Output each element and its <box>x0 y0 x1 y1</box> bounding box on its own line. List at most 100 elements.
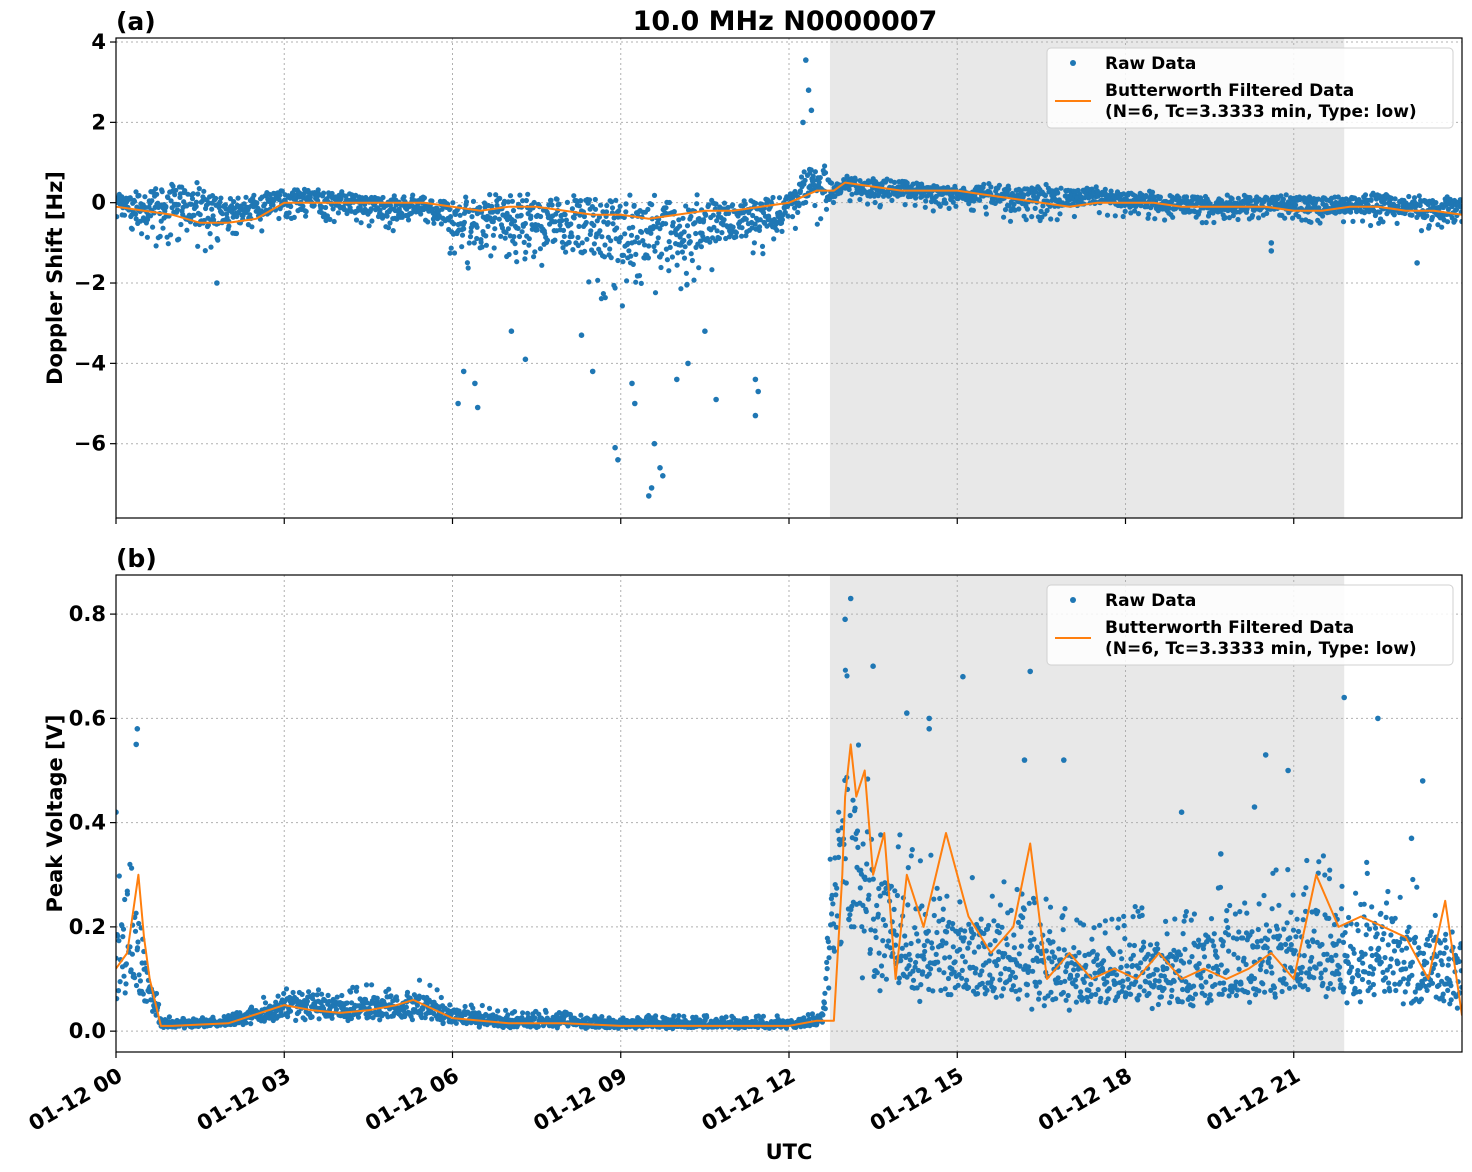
raw-data-point <box>1217 884 1224 890</box>
raw-data-point <box>140 991 146 997</box>
raw-data-point <box>623 209 629 215</box>
raw-data-point <box>1002 207 1009 213</box>
raw-data-point <box>710 212 716 218</box>
raw-data-point <box>566 239 572 246</box>
raw-data-point <box>429 198 435 204</box>
raw-data-point <box>1212 948 1219 954</box>
raw-data-point <box>528 213 534 219</box>
raw-data-point <box>563 249 569 255</box>
raw-data-point <box>826 985 832 991</box>
raw-data-point <box>543 1009 549 1015</box>
raw-data-point <box>1242 900 1248 906</box>
raw-data-point <box>945 975 952 982</box>
raw-data-point <box>633 251 639 257</box>
raw-data-point <box>689 257 696 264</box>
raw-data-point <box>363 982 370 988</box>
raw-data-point <box>387 220 393 226</box>
raw-data-point <box>924 938 931 944</box>
raw-data-point <box>1261 892 1267 899</box>
raw-data-point <box>688 213 694 220</box>
raw-data-point <box>937 895 943 902</box>
raw-data-point <box>1225 925 1231 931</box>
raw-data-point <box>384 213 390 219</box>
raw-data-point <box>1235 195 1241 201</box>
raw-data-point <box>492 215 498 221</box>
raw-data-point <box>539 262 545 268</box>
raw-data-point <box>641 242 648 248</box>
raw-data-point <box>997 977 1003 983</box>
raw-data-point <box>750 212 756 219</box>
raw-data-point <box>136 972 142 978</box>
raw-data-point <box>1085 999 1091 1005</box>
raw-data-point <box>912 202 918 208</box>
raw-data-point <box>517 192 523 198</box>
raw-data-point <box>1266 955 1272 961</box>
panel-a: 420−2−4−6(a)Doppler Shift [Hz]Raw DataBu… <box>43 7 1463 524</box>
panel-b: 01-12 00 01-12 03 01-12 06 01-12 09 01-12 12… <box>25 544 1463 1136</box>
raw-data-point <box>964 977 970 983</box>
raw-data-point <box>1257 967 1263 973</box>
raw-data-point <box>865 201 871 207</box>
raw-data-point <box>694 192 700 198</box>
raw-data-point <box>876 885 882 892</box>
raw-data-point <box>142 194 148 200</box>
raw-data-point <box>950 199 956 205</box>
raw-data-point <box>825 939 831 945</box>
raw-data-point <box>291 214 297 220</box>
raw-data-point <box>213 195 219 201</box>
raw-data-point <box>1089 992 1095 998</box>
raw-data-point <box>883 976 890 982</box>
raw-data-point <box>521 239 527 245</box>
raw-data-point <box>1006 186 1012 192</box>
raw-data-point <box>1056 946 1062 952</box>
raw-data-point <box>1008 907 1014 914</box>
raw-data-point <box>207 231 213 237</box>
raw-data-point <box>752 1018 759 1024</box>
raw-data-point <box>1264 945 1270 951</box>
raw-data-point <box>279 188 285 194</box>
raw-data-point <box>694 201 700 207</box>
raw-data-point <box>1211 931 1217 937</box>
raw-data-point <box>1395 203 1401 209</box>
raw-data-point <box>133 211 139 217</box>
raw-data-point <box>1236 966 1242 972</box>
raw-data-point <box>575 234 581 241</box>
raw-data-point <box>506 251 512 258</box>
raw-data-point <box>627 192 633 198</box>
raw-data-point <box>116 938 122 944</box>
raw-data-point <box>511 218 518 224</box>
raw-data-point <box>1249 929 1255 935</box>
raw-data-point <box>1060 927 1066 933</box>
raw-data-point <box>1072 961 1078 967</box>
raw-data-point <box>1049 949 1055 955</box>
raw-data-point <box>962 928 968 934</box>
raw-data-point <box>1350 218 1356 224</box>
raw-data-point <box>1131 942 1137 949</box>
raw-data-point <box>628 232 635 238</box>
raw-data-point <box>486 1005 493 1012</box>
raw-data-point <box>919 903 925 909</box>
raw-data-point <box>468 229 474 235</box>
raw-data-point <box>1114 972 1120 978</box>
raw-data-point <box>290 989 296 996</box>
raw-data-point <box>1449 204 1455 210</box>
raw-data-point <box>1176 968 1182 974</box>
raw-data-point <box>358 220 364 226</box>
raw-data-point <box>613 197 619 203</box>
raw-data-point <box>405 217 412 223</box>
raw-data-point <box>986 958 992 964</box>
raw-data-point <box>127 195 133 201</box>
raw-data-point <box>801 169 807 175</box>
raw-data-point <box>333 1006 340 1013</box>
raw-data-point <box>469 214 475 220</box>
raw-data-point <box>195 243 201 249</box>
raw-data-point <box>1189 954 1195 960</box>
raw-data-point <box>1224 192 1230 198</box>
raw-data-point <box>1127 942 1133 948</box>
raw-data-point <box>626 248 632 254</box>
raw-data-point <box>918 982 924 988</box>
raw-data-point <box>693 230 699 237</box>
raw-data-point <box>576 203 583 209</box>
raw-data-point <box>1135 211 1142 217</box>
raw-data-point <box>958 927 964 933</box>
